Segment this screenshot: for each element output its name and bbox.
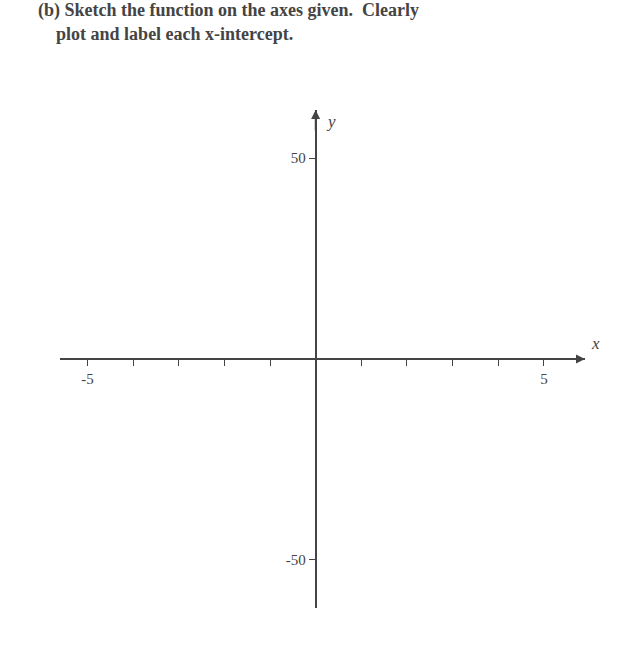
- svg-text:x: x: [591, 334, 600, 353]
- svg-text:y: y: [326, 112, 336, 131]
- svg-text:5: 5: [540, 371, 548, 387]
- svg-text:-50: -50: [286, 552, 306, 568]
- svg-text:-5: -5: [81, 371, 94, 387]
- svg-text:50: 50: [291, 150, 306, 166]
- svg-text:(b) Sketch the function on the: (b) Sketch the function on the axes give…: [38, 0, 419, 43]
